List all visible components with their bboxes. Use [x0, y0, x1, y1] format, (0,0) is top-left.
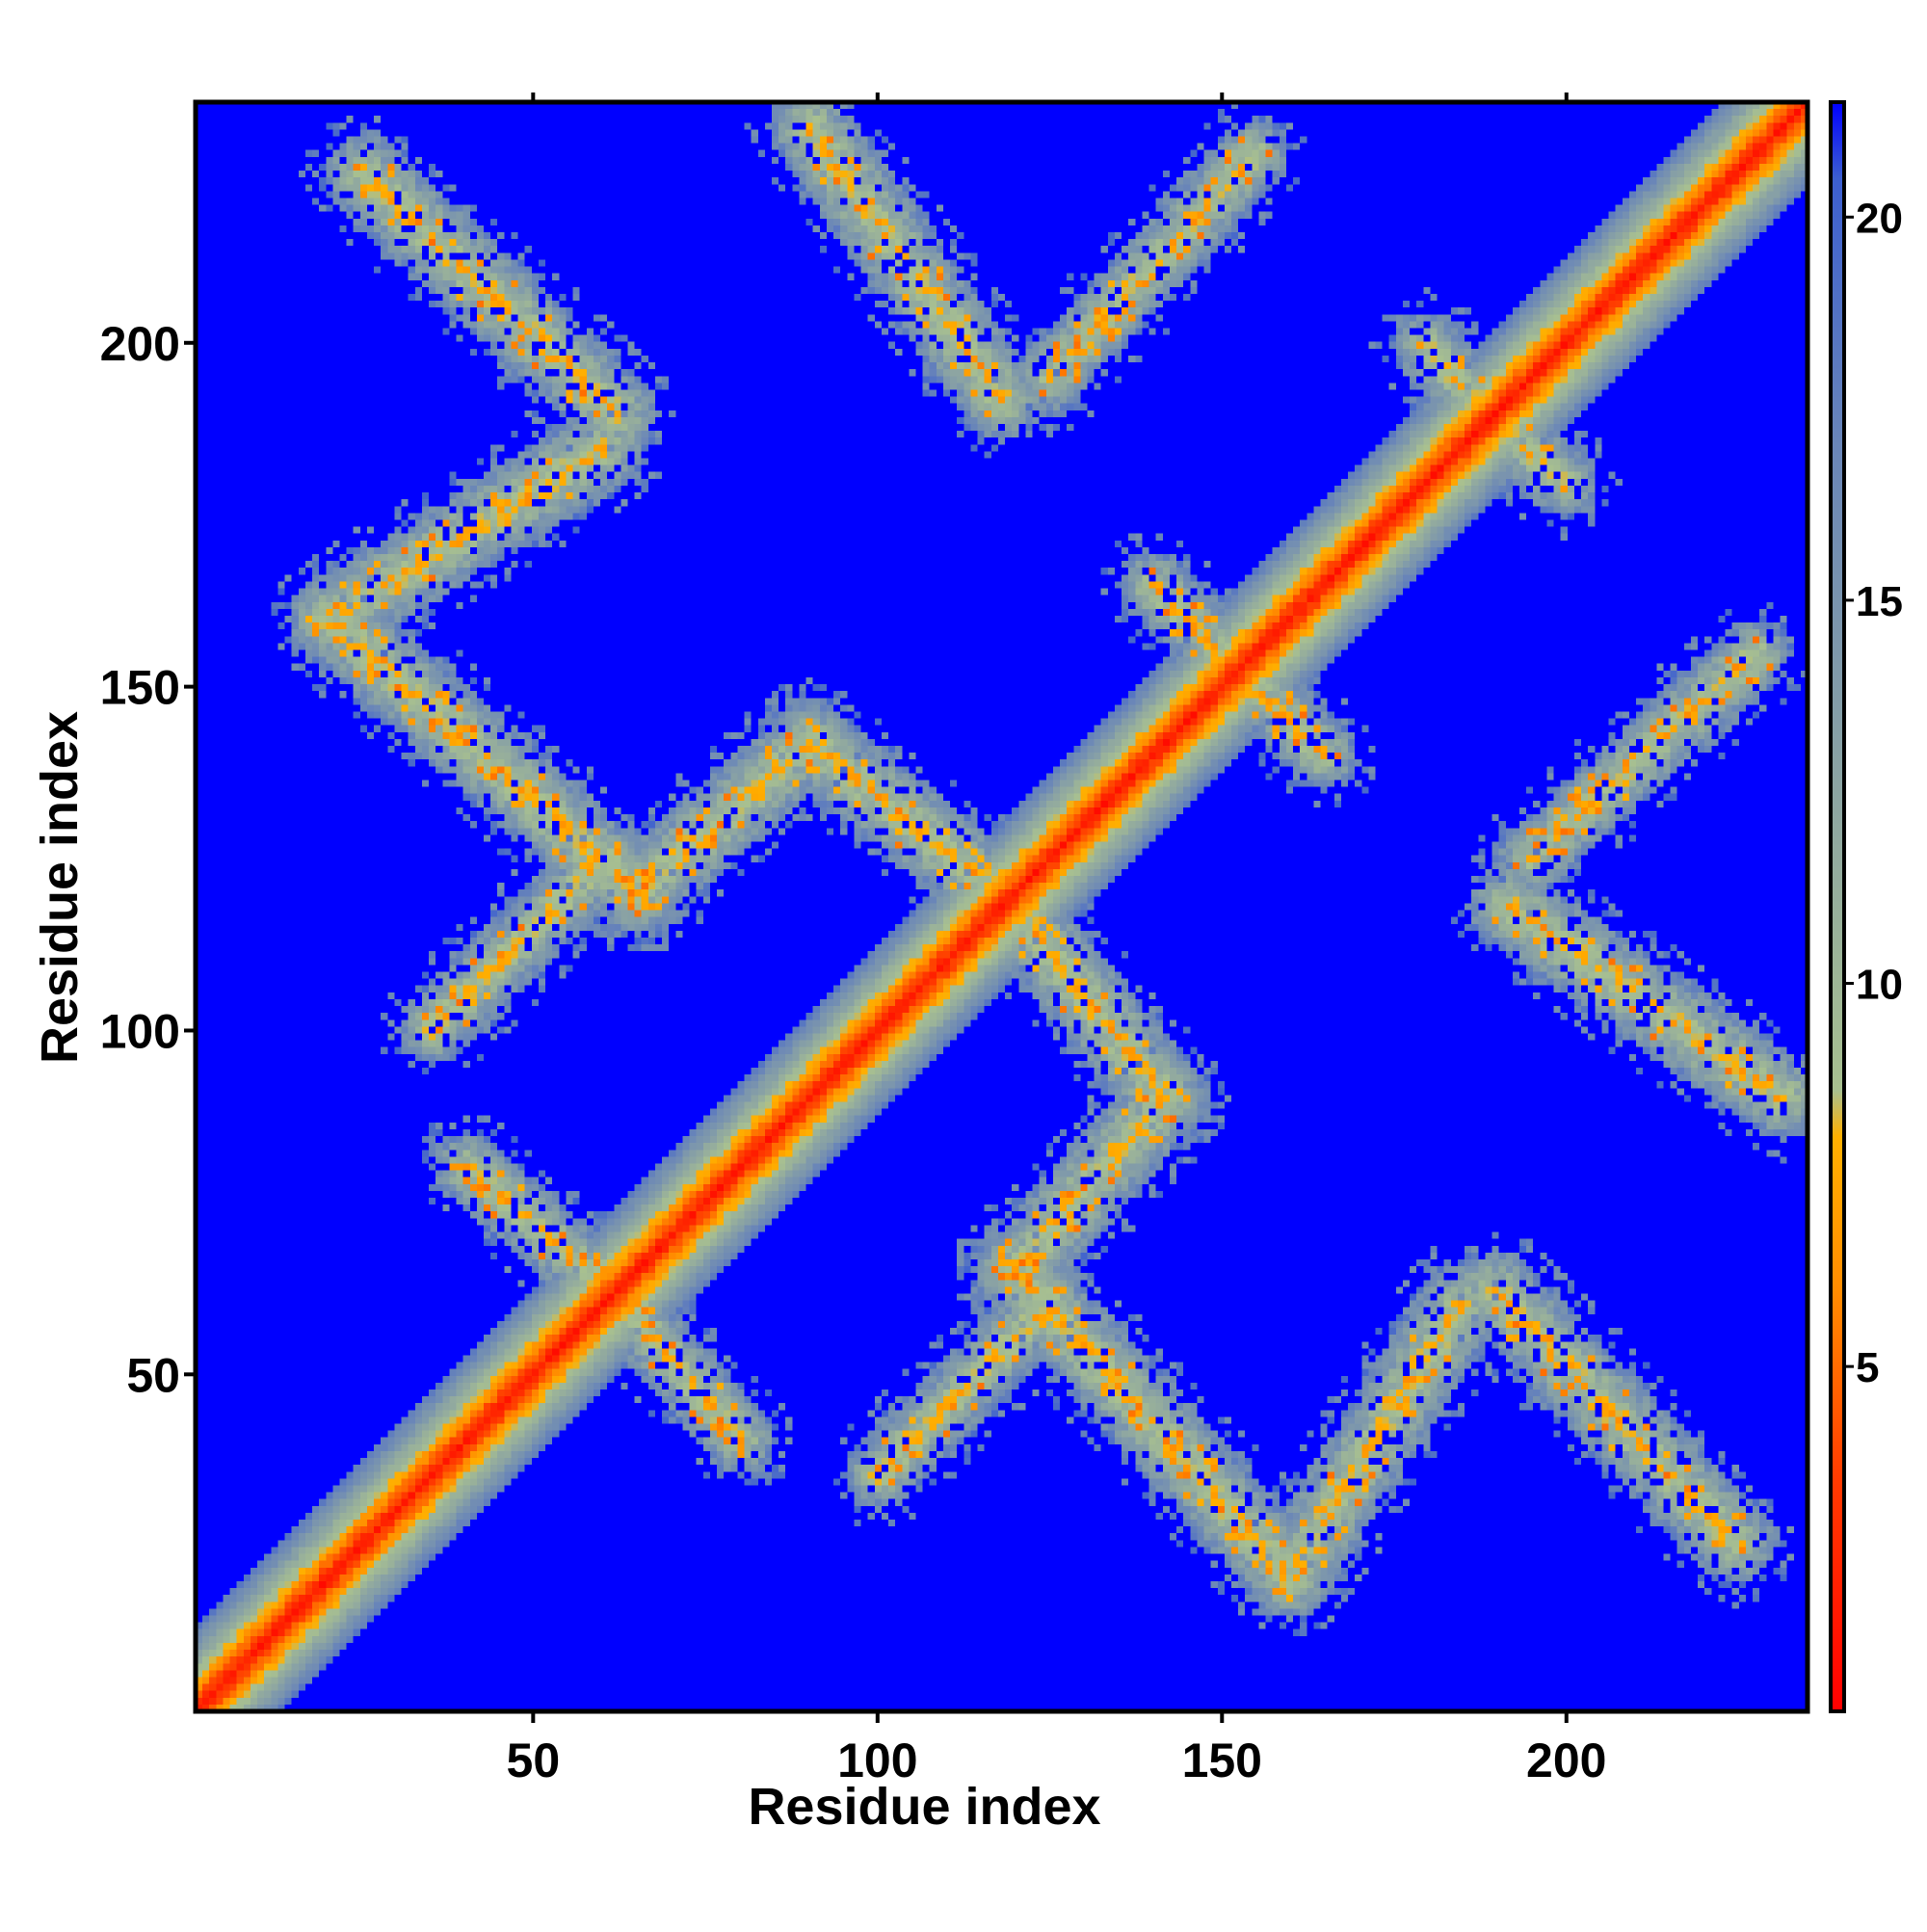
colorbar: 5 10 15 20: [1829, 100, 1903, 1713]
colorbar-tick-label: 20: [1856, 195, 1903, 242]
x-tick-label: 100: [837, 1734, 917, 1787]
y-tick-label: 50: [126, 1348, 180, 1402]
colorbar-tick-label: 5: [1856, 1344, 1879, 1391]
colorbar-tick-label: 10: [1856, 962, 1903, 1009]
y-tick-label: 150: [100, 661, 180, 715]
x-tick-label: 150: [1182, 1734, 1262, 1787]
x-axis: 50 100 150 200: [507, 93, 1606, 1787]
y-tick-label: 100: [100, 1004, 180, 1058]
y-tick-label: 200: [100, 317, 180, 371]
y-axis: 50 100 150 200: [100, 317, 196, 1402]
plot-frame: [193, 99, 1810, 1714]
x-axis-label: Residue index: [748, 1778, 1100, 1836]
colorbar-tick-label: 15: [1856, 578, 1903, 625]
colorbar-bar: [1829, 100, 1846, 1713]
x-tick-label: 200: [1526, 1734, 1606, 1787]
y-axis-label: Residue index: [31, 711, 89, 1064]
x-tick-label: 50: [507, 1734, 561, 1787]
heatmap-image: [196, 102, 1808, 1711]
heatmap-area: [196, 102, 1808, 1711]
